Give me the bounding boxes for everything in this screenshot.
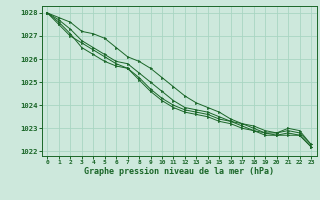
X-axis label: Graphe pression niveau de la mer (hPa): Graphe pression niveau de la mer (hPa) (84, 167, 274, 176)
